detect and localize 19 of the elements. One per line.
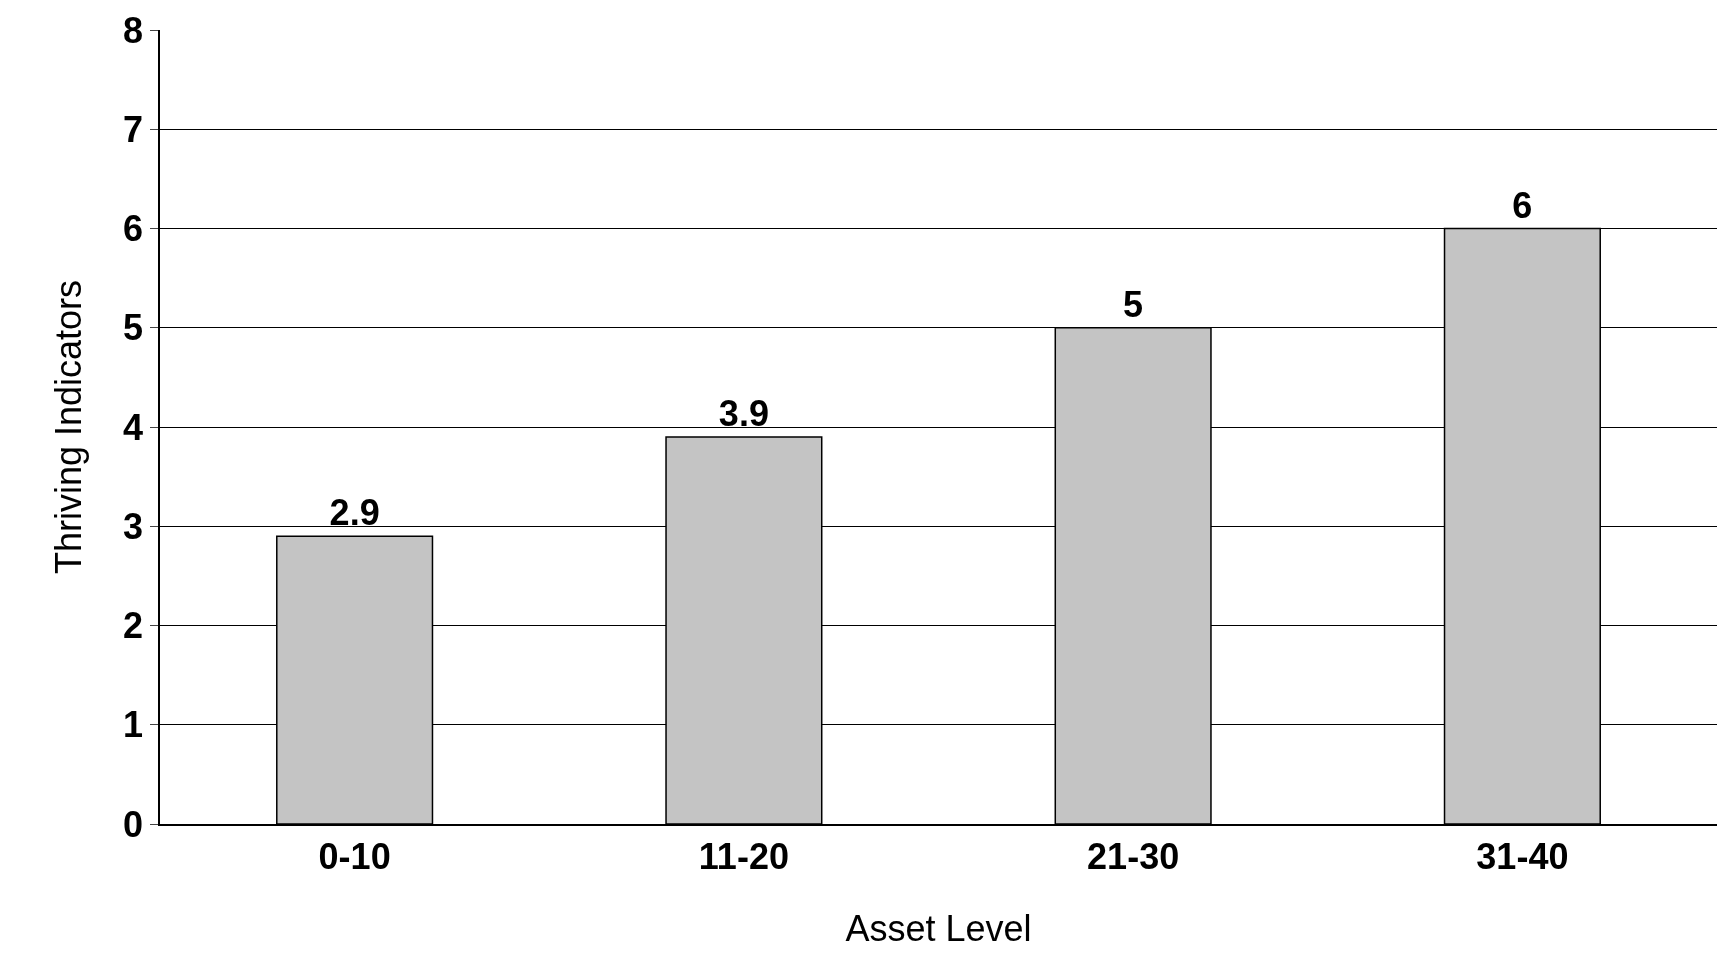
- y-tick-label: 1: [123, 704, 144, 746]
- y-tick-label: 0: [123, 803, 144, 845]
- y-tick-label: 5: [123, 307, 144, 349]
- y-tick-label: 7: [123, 108, 144, 150]
- y-tick-label: 3: [123, 505, 144, 547]
- y-tick-label: 8: [123, 9, 144, 51]
- x-tick-label: 21-30: [1087, 835, 1180, 877]
- y-tick-label: 6: [123, 208, 144, 250]
- y-tick-label: 4: [123, 406, 144, 448]
- x-tick-label: 31-40: [1476, 835, 1569, 877]
- data-label: 6: [1512, 184, 1533, 226]
- data-label: 2.9: [329, 492, 380, 534]
- y-tick-label: 2: [123, 605, 144, 647]
- x-tick-label: 0-10: [318, 835, 391, 877]
- data-label: 5: [1123, 283, 1144, 325]
- x-tick-label: 11-20: [698, 835, 789, 877]
- y-axis-title: Thriving Indicators: [48, 279, 90, 575]
- x-axis-title: Asset Level: [845, 908, 1032, 950]
- data-label: 3.9: [718, 392, 769, 434]
